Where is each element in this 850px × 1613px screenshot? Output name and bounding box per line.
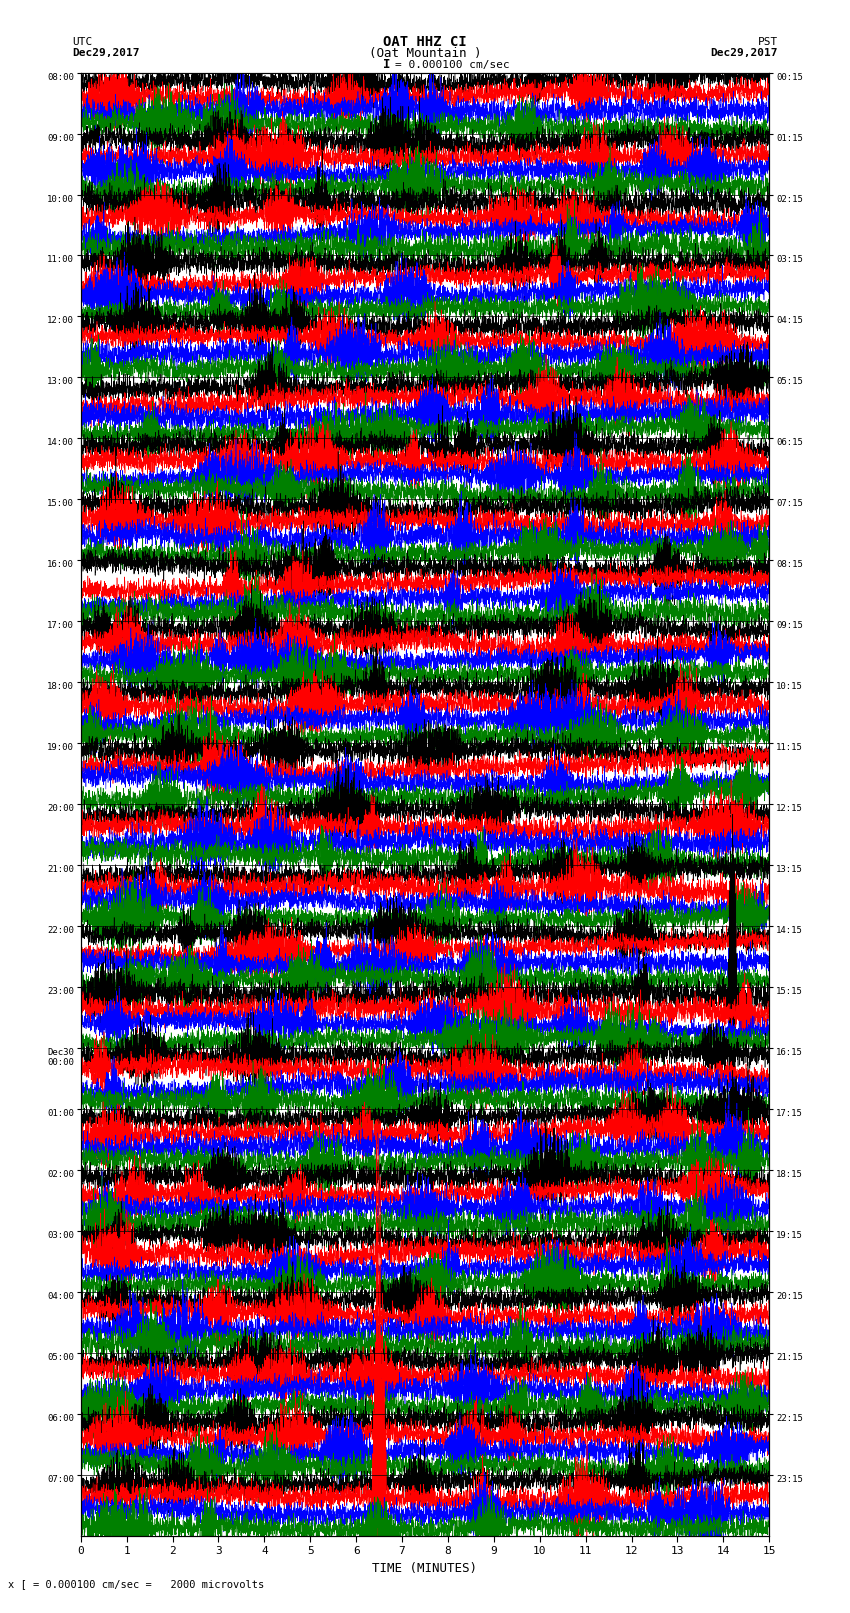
Text: Dec29,2017: Dec29,2017 — [72, 48, 139, 58]
Text: Dec29,2017: Dec29,2017 — [711, 48, 778, 58]
Text: OAT HHZ CI: OAT HHZ CI — [383, 35, 467, 48]
Text: UTC: UTC — [72, 37, 93, 47]
Text: PST: PST — [757, 37, 778, 47]
Text: (Oat Mountain ): (Oat Mountain ) — [369, 47, 481, 60]
X-axis label: TIME (MINUTES): TIME (MINUTES) — [372, 1561, 478, 1574]
Text: I: I — [383, 58, 391, 71]
Text: x [ = 0.000100 cm/sec =   2000 microvolts: x [ = 0.000100 cm/sec = 2000 microvolts — [8, 1579, 264, 1589]
Text: = 0.000100 cm/sec: = 0.000100 cm/sec — [395, 60, 510, 69]
